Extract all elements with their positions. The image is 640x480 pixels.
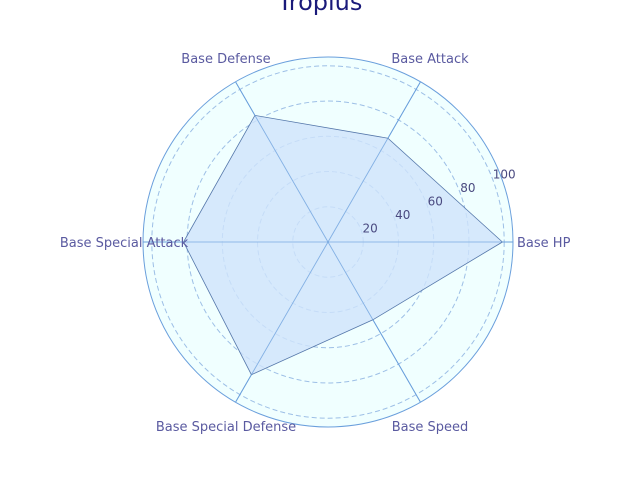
- axis-spoke-overlay: [327, 241, 421, 403]
- radial-tick-label: 40: [395, 208, 410, 222]
- radial-tick-label: 60: [428, 195, 443, 209]
- category-label: Base Special Defense: [156, 420, 296, 435]
- axis-spoke-overlay: [235, 241, 329, 403]
- axis-spoke-overlay: [235, 81, 329, 243]
- category-label: Base HP: [517, 236, 571, 251]
- radial-tick-label: 20: [363, 222, 378, 236]
- category-label: Base Special Attack: [60, 236, 189, 251]
- radial-tick-label: 80: [460, 181, 475, 195]
- category-label: Base Defense: [181, 52, 270, 67]
- chart-title: Tropius: [277, 0, 363, 16]
- radial-tick-label: 100: [493, 168, 516, 182]
- category-label: Base Attack: [391, 52, 469, 67]
- axis-spoke-overlay: [327, 81, 421, 243]
- category-label: Base Speed: [392, 420, 469, 435]
